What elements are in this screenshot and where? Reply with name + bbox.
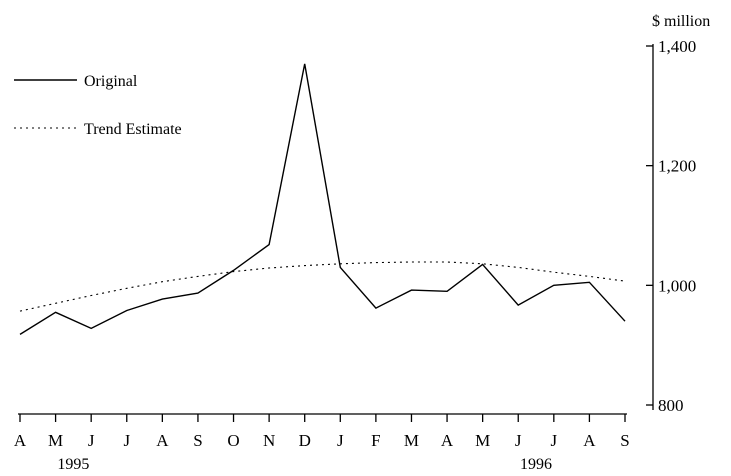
x-tick-label: J	[515, 431, 522, 450]
x-tick-label: A	[14, 431, 27, 450]
legend-label-trend-estimate: Trend Estimate	[84, 121, 182, 138]
x-tick-label: F	[371, 431, 380, 450]
x-tick-label: M	[48, 431, 63, 450]
x-tick-label: D	[299, 431, 311, 450]
x-tick-label: J	[551, 431, 558, 450]
x-tick-label: A	[156, 431, 169, 450]
y-tick-label: 1,200	[658, 157, 696, 176]
x-tick-label: A	[441, 431, 454, 450]
legend-label-original: Original	[84, 73, 138, 90]
x-tick-label: J	[337, 431, 344, 450]
y-axis-ticks: 1,400 1,200 1,000 800	[646, 37, 696, 415]
series-line-trend-estimate	[19, 261, 626, 312]
x-tick-label: O	[227, 431, 239, 450]
x-tick-label: M	[475, 431, 490, 450]
y-axis-unit-label: $ million	[652, 13, 710, 30]
y-tick-label: 1,000	[658, 276, 696, 295]
x-axis-ticks: A M J J A S O N D J F M A M J J A S 1995 1996	[14, 414, 630, 473]
y-tick-label: 1,400	[658, 37, 696, 56]
x-tick-label: M	[404, 431, 419, 450]
x-tick-label: J	[88, 431, 95, 450]
x-tick-label: S	[193, 431, 202, 450]
legend: Original Trend Estimate	[14, 73, 182, 138]
x-tick-label: N	[263, 431, 275, 450]
x-tick-label: S	[620, 431, 629, 450]
x-year-label: 1995	[57, 456, 89, 473]
x-tick-label: J	[123, 431, 130, 450]
y-tick-label: 800	[658, 396, 684, 415]
x-year-label: 1996	[520, 456, 552, 473]
series-line-original	[19, 63, 626, 335]
x-tick-label: A	[583, 431, 596, 450]
